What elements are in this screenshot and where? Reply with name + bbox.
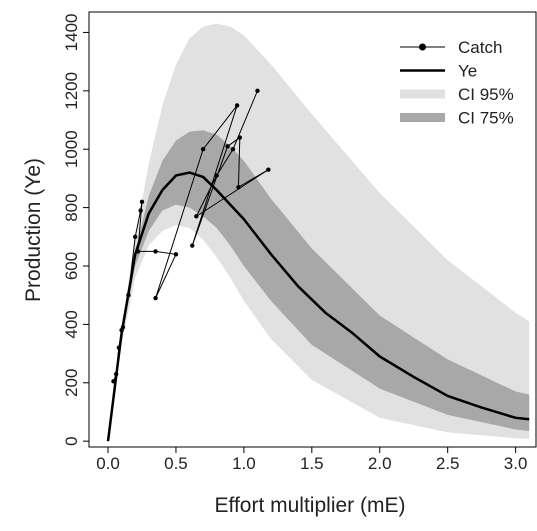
- data-point: [266, 167, 271, 172]
- data-point: [139, 199, 145, 204]
- y-tick-label: 600: [62, 252, 81, 280]
- y-tick-label: 0: [62, 436, 81, 445]
- legend-marker: [419, 43, 426, 51]
- y-tick-label: 1200: [62, 72, 81, 110]
- confidence-band: [108, 130, 530, 442]
- y-tick-label: 800: [62, 193, 81, 221]
- x-tick-label: 2.0: [368, 454, 392, 473]
- plot-area: [106, 23, 530, 442]
- y-tick-label: 400: [62, 310, 81, 338]
- legend-label: CI 95%: [458, 85, 514, 104]
- data-point: [214, 173, 219, 178]
- x-axis-title: Effort multiplier (mE): [215, 494, 406, 517]
- data-point: [255, 88, 260, 94]
- confidence-band: [108, 23, 530, 442]
- data-point: [200, 147, 206, 152]
- series-line: [106, 171, 530, 442]
- y-tick-label: 1000: [62, 130, 81, 168]
- data-point: [153, 249, 158, 254]
- data-point: [153, 295, 158, 301]
- data-point: [138, 208, 143, 213]
- data-point: [190, 243, 195, 248]
- y-tick-label: 1400: [62, 14, 81, 52]
- legend-label: Ye: [458, 62, 477, 81]
- x-tick-label: 0.5: [164, 454, 188, 473]
- plot-frame: [88, 11, 537, 448]
- data-point: [230, 147, 236, 152]
- data-point: [234, 103, 240, 108]
- legend-label: CI 75%: [458, 109, 514, 128]
- data-point: [225, 144, 230, 149]
- data-point: [173, 252, 179, 257]
- x-tick-label: 1.0: [232, 454, 256, 473]
- data-point: [194, 214, 199, 219]
- x-tick-label: 2.5: [436, 454, 460, 473]
- data-point: [236, 184, 241, 190]
- x-tick-label: 0.0: [96, 454, 120, 473]
- y-tick-label: 200: [62, 369, 81, 397]
- y-axis-title: Production (Ye): [22, 158, 45, 302]
- x-tick-label: 1.5: [300, 454, 324, 473]
- data-point: [132, 234, 138, 239]
- x-tick-label: 3.0: [504, 454, 528, 473]
- data-point: [237, 135, 243, 140]
- legend-label: Catch: [458, 38, 502, 57]
